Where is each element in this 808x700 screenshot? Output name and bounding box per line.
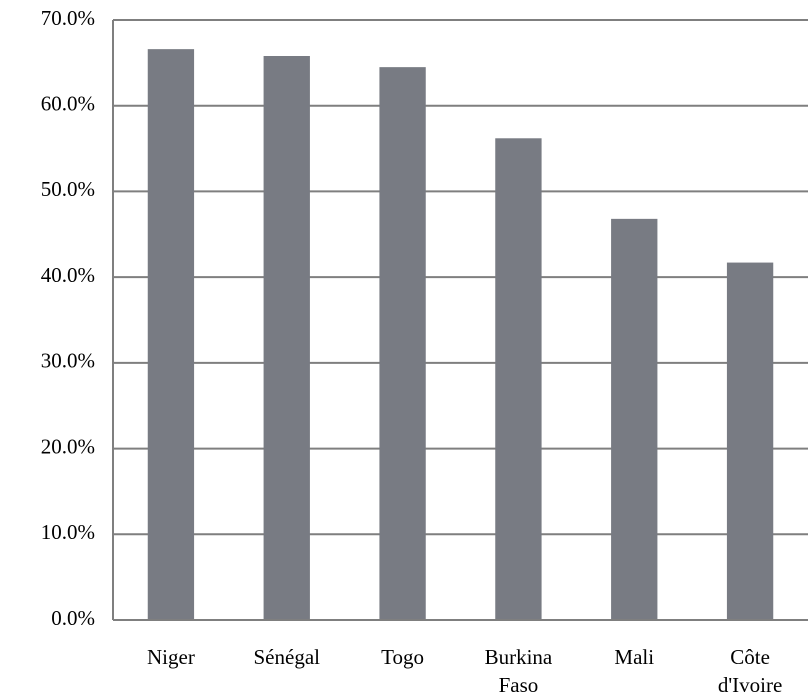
y-tick-label: 60.0%	[41, 92, 95, 116]
x-tick-label: Togo	[381, 645, 424, 669]
x-tick-label: Sénégal	[254, 645, 321, 669]
x-tick-label: Burkina	[485, 645, 553, 669]
bar	[495, 138, 542, 621]
y-tick-label: 30.0%	[41, 349, 95, 373]
x-tick-label: Niger	[147, 645, 195, 669]
y-tick-label: 0.0%	[51, 606, 95, 630]
bars	[147, 49, 774, 621]
x-tick-labels: Niger Sénégal Togo Burkina Faso Mali Côte d'Ivo…	[147, 645, 782, 697]
bar	[726, 262, 774, 620]
y-tick-label: 50.0%	[41, 177, 95, 201]
bar	[147, 49, 195, 620]
x-tick-label: Côte	[730, 645, 770, 669]
gridlines	[113, 19, 808, 536]
bar	[611, 218, 658, 620]
y-tick-label: 20.0%	[41, 434, 95, 458]
bar	[379, 67, 426, 620]
y-tick-label: 10.0%	[41, 520, 95, 544]
x-tick-label: d'Ivoire	[718, 673, 782, 697]
y-tick-labels: 0.0% 10.0% 20.0% 30.0% 40.0% 50.0% 60.0% 70.0%	[41, 6, 95, 630]
x-tick-label: Faso	[499, 673, 539, 697]
x-tick-label: Mali	[614, 645, 654, 669]
bar	[263, 56, 310, 620]
y-tick-label: 70.0%	[41, 6, 95, 30]
axes	[112, 20, 808, 621]
y-tick-label: 40.0%	[41, 263, 95, 287]
